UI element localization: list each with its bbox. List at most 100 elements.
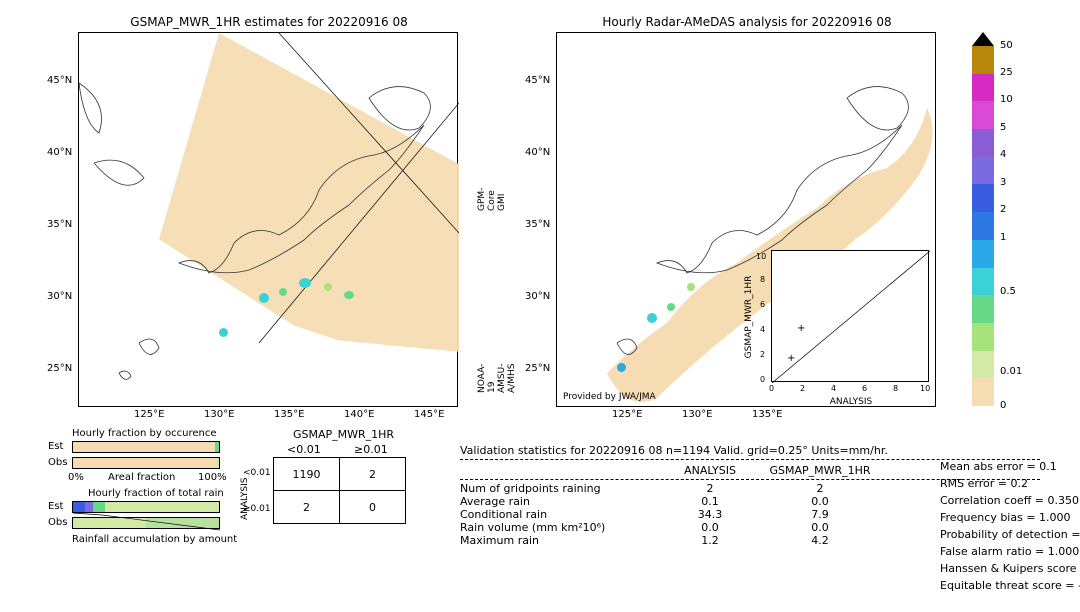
provided-by: Provided by JWA/JMA	[563, 392, 656, 402]
ct-cell: 2	[340, 458, 406, 491]
vright: False alarm ratio = 1.000	[940, 543, 1080, 560]
vright: Correlation coeff = 0.350	[940, 492, 1080, 509]
vval: 0.0	[760, 495, 880, 508]
map-gsmap: GSMAP_MWR_1HR estimates for 20220916 08 …	[78, 32, 458, 407]
cbar-tick: 0.01	[1000, 366, 1022, 377]
lat-tick: 35°N	[525, 219, 550, 230]
vkey: Average rain	[460, 495, 660, 508]
vval: 2	[760, 482, 880, 495]
vright: Mean abs error = 0.1	[940, 458, 1080, 475]
ctable-row2: ≥0.01	[243, 504, 271, 514]
occurrence-obs-bar	[72, 457, 220, 469]
rain-blob	[687, 283, 695, 291]
inset-xlabel: ANALYSIS	[772, 397, 930, 407]
ctable-col2: ≥0.01	[354, 443, 388, 456]
rain-blob	[324, 283, 332, 291]
rain-blob	[667, 303, 675, 311]
areal-mid: Areal fraction	[108, 472, 175, 483]
vright: Equitable threat score = -0.001	[940, 577, 1080, 594]
cbar-tick: 10	[1000, 94, 1013, 105]
vhdr-analysis: ANALYSIS	[660, 464, 760, 477]
cbar-tick: 50	[1000, 40, 1013, 51]
vval: 0.0	[660, 521, 760, 534]
lat-tick: 40°N	[47, 147, 72, 158]
contingency-table: 11902 20	[273, 457, 406, 524]
vright: Hanssen & Kuipers score = -0.002	[940, 560, 1080, 577]
lat-tick: 40°N	[525, 147, 550, 158]
lat-tick: 35°N	[47, 219, 72, 230]
vval: 0.0	[760, 521, 880, 534]
colorbar: 50 25 10 5 4 3 2 1 0.5 0.01 0	[972, 32, 994, 407]
ct-cell: 0	[340, 491, 406, 524]
ctable-row1: <0.01	[243, 468, 271, 478]
rain-blob	[344, 291, 354, 299]
vval: 34.3	[660, 508, 760, 521]
inset-xtick: 4	[831, 384, 836, 393]
ctable-title: GSMAP_MWR_1HR	[293, 428, 394, 441]
lon-tick: 125°E	[134, 409, 164, 420]
inset-ytick: 8	[760, 275, 765, 284]
rain-blob	[219, 328, 228, 337]
lon-tick: 130°E	[682, 409, 712, 420]
ct-cell: 1190	[274, 458, 340, 491]
cbar-tick: 2	[1000, 204, 1006, 215]
lat-tick: 25°N	[525, 363, 550, 374]
rain-blob	[259, 293, 269, 303]
inset-xtick: 8	[893, 384, 898, 393]
coastline-svg	[79, 33, 459, 408]
totalrain-title: Hourly fraction of total rain	[88, 488, 224, 499]
lat-tick: 30°N	[525, 291, 550, 302]
cbar-tick: 4	[1000, 149, 1006, 160]
lon-tick: 135°E	[274, 409, 304, 420]
rain-blob	[279, 288, 287, 296]
inset-ytick: 6	[760, 300, 765, 309]
cbar-tick: 1	[1000, 232, 1006, 243]
cbar-tick: 0	[1000, 400, 1006, 411]
inset-scatter: + + 0 2 4 6 8 10 0 2 4 6 8 10 ANALYSIS G…	[771, 250, 929, 382]
occurrence-title: Hourly fraction by occurence	[72, 428, 216, 439]
areal-0: 0%	[68, 472, 84, 483]
vval: 4.2	[760, 534, 880, 547]
sat-label-lower: NOAA-19 AMSU-A/MHS	[477, 364, 517, 393]
inset-xtick: 6	[862, 384, 867, 393]
vright: Frequency bias = 1.000	[940, 509, 1080, 526]
inset-svg: + +	[772, 251, 930, 383]
lon-tick: 140°E	[344, 409, 374, 420]
colorbar-arrow	[972, 32, 994, 46]
vright: Probability of detection = 0.000	[940, 526, 1080, 543]
vval: 7.9	[760, 508, 880, 521]
inset-ytick: 10	[756, 252, 766, 261]
lat-tick: 45°N	[525, 75, 550, 86]
rain-blob	[299, 278, 311, 288]
est-label: Est	[48, 441, 63, 452]
vval: 2	[660, 482, 760, 495]
occurrence-est-bar	[72, 441, 220, 453]
empty	[460, 464, 660, 477]
vval: 1.2	[660, 534, 760, 547]
inset-ytick: 2	[760, 350, 765, 359]
obs-label: Obs	[48, 457, 67, 468]
lon-tick: 145°E	[414, 409, 444, 420]
lat-tick: 45°N	[47, 75, 72, 86]
cbar-tick: 0.5	[1000, 286, 1016, 297]
vval: 0.1	[660, 495, 760, 508]
inset-ylabel: GSMAP_MWR_1HR	[744, 251, 754, 383]
lon-tick: 125°E	[612, 409, 642, 420]
map-radar: Hourly Radar-AMeDAS analysis for 2022091…	[556, 32, 936, 407]
cbar-tick: 5	[1000, 122, 1006, 133]
rain-blob	[617, 363, 626, 372]
validation-right-col: Mean abs error = 0.1 RMS error = 0.2 Cor…	[940, 458, 1080, 594]
rain-blob	[647, 313, 657, 323]
inset-ytick: 0	[760, 375, 765, 384]
sat-label-upper: GPM-Core GMI	[477, 188, 507, 211]
map1-title: GSMAP_MWR_1HR estimates for 20220916 08	[79, 15, 459, 29]
vright: RMS error = 0.2	[940, 475, 1080, 492]
ct-cell: 2	[274, 491, 340, 524]
lon-tick: 135°E	[752, 409, 782, 420]
inset-xtick: 2	[800, 384, 805, 393]
map2-title: Hourly Radar-AMeDAS analysis for 2022091…	[557, 15, 937, 29]
vkey: Maximum rain	[460, 534, 660, 547]
vkey: Num of gridpoints raining	[460, 482, 660, 495]
vkey: Rain volume (mm km²10⁶)	[460, 521, 660, 534]
obs-label2: Obs	[48, 517, 67, 528]
